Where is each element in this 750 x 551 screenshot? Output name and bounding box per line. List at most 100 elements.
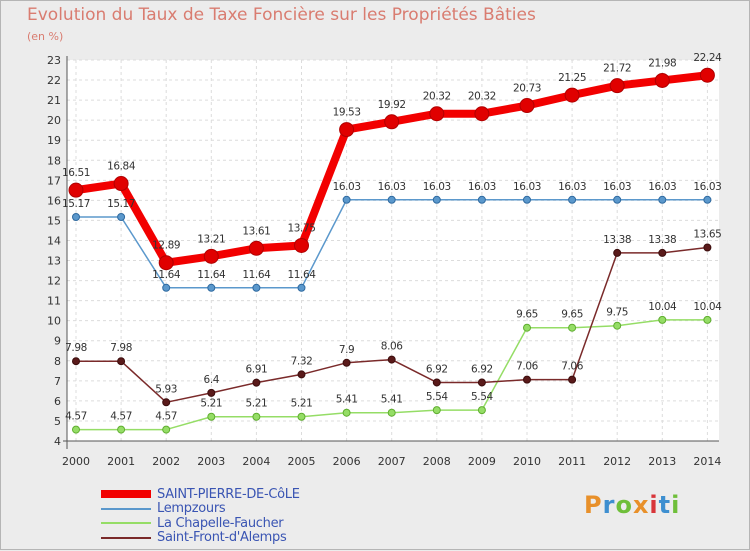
data-point bbox=[68, 182, 84, 198]
data-point bbox=[523, 195, 531, 204]
data-label: 16.03 bbox=[513, 181, 541, 193]
chart-title: Evolution du Taux de Taxe Foncière sur l… bbox=[27, 5, 536, 25]
data-point bbox=[113, 176, 129, 192]
logo-letter: i bbox=[671, 491, 681, 519]
data-label: 6.91 bbox=[246, 364, 268, 376]
data-point bbox=[654, 72, 670, 88]
data-point bbox=[117, 425, 126, 434]
data-point bbox=[519, 98, 535, 114]
data-point bbox=[294, 237, 309, 253]
y-tick-label: 7 bbox=[54, 375, 61, 388]
y-tick-label: 17 bbox=[47, 174, 61, 187]
y-tick-label: 6 bbox=[54, 395, 61, 408]
legend-swatch-3 bbox=[101, 536, 151, 539]
data-label: 21.25 bbox=[558, 72, 586, 84]
data-point bbox=[342, 358, 351, 367]
data-label: 11.64 bbox=[242, 269, 271, 281]
data-label: 5.41 bbox=[336, 394, 358, 406]
data-label: 13.75 bbox=[287, 222, 315, 234]
y-tick-label: 11 bbox=[47, 295, 61, 308]
data-point bbox=[387, 355, 396, 364]
x-tick-label: 2008 bbox=[423, 455, 451, 468]
y-axis-unit: (en %) bbox=[27, 30, 64, 43]
data-label: 16.03 bbox=[603, 181, 631, 193]
data-point bbox=[297, 370, 306, 379]
data-point bbox=[523, 323, 531, 332]
data-point bbox=[72, 357, 80, 366]
x-tick-label: 2007 bbox=[378, 455, 406, 468]
data-label: 13.61 bbox=[242, 225, 270, 237]
data-label: 16.03 bbox=[558, 181, 586, 193]
y-tick-label: 19 bbox=[47, 134, 61, 147]
data-point bbox=[568, 195, 577, 204]
data-point bbox=[564, 87, 580, 103]
data-point bbox=[387, 408, 396, 417]
data-label: 20.73 bbox=[513, 83, 541, 95]
y-tick-label: 10 bbox=[47, 315, 61, 328]
data-label: 13.38 bbox=[648, 234, 676, 246]
x-tick-label: 2004 bbox=[242, 455, 270, 468]
data-label: 16.03 bbox=[468, 181, 496, 193]
y-tick-label: 22 bbox=[47, 74, 61, 87]
data-point bbox=[477, 378, 486, 387]
logo-letter: o bbox=[615, 491, 633, 519]
x-tick-label: 2014 bbox=[693, 455, 721, 468]
data-point bbox=[568, 375, 577, 384]
y-tick-label: 4 bbox=[54, 435, 61, 448]
x-tick-label: 2005 bbox=[288, 455, 316, 468]
data-label: 13.21 bbox=[197, 233, 225, 245]
data-label: 19.53 bbox=[333, 107, 361, 119]
data-point bbox=[117, 357, 126, 366]
legend: SAINT-PIERRE-DE-CôLE Lempzours La Chapel… bbox=[101, 487, 300, 545]
data-label: 7.06 bbox=[516, 361, 538, 373]
data-label: 10.04 bbox=[693, 301, 722, 313]
logo-letter: t bbox=[658, 491, 672, 519]
data-point bbox=[72, 213, 80, 222]
legend-item: Saint-Front-d'Alemps bbox=[101, 530, 300, 546]
data-label: 7.98 bbox=[65, 342, 87, 354]
data-point bbox=[703, 243, 712, 252]
y-tick-label: 23 bbox=[47, 54, 61, 67]
data-point bbox=[658, 248, 667, 257]
data-label: 11.64 bbox=[197, 269, 226, 281]
x-tick-label: 2012 bbox=[603, 455, 631, 468]
x-tick-label: 2009 bbox=[468, 455, 496, 468]
data-point bbox=[384, 114, 400, 130]
data-label: 16.03 bbox=[648, 181, 676, 193]
legend-label: Lempzours bbox=[157, 501, 226, 517]
logo-letter: P bbox=[584, 491, 603, 519]
data-point bbox=[339, 122, 355, 138]
data-point bbox=[429, 106, 445, 122]
data-label: 15.17 bbox=[107, 198, 135, 210]
data-point bbox=[703, 315, 712, 324]
y-tick-label: 12 bbox=[47, 275, 61, 288]
data-point bbox=[162, 398, 171, 407]
data-point bbox=[252, 378, 261, 387]
x-tick-label: 2006 bbox=[333, 455, 361, 468]
data-label: 11.64 bbox=[287, 269, 316, 281]
data-point bbox=[703, 195, 712, 204]
legend-label: Saint-Front-d'Alemps bbox=[157, 530, 287, 546]
data-point bbox=[658, 195, 667, 204]
data-label: 5.21 bbox=[200, 398, 222, 410]
x-tick-label: 2003 bbox=[197, 455, 225, 468]
data-label: 9.65 bbox=[516, 309, 538, 321]
y-tick-label: 15 bbox=[47, 214, 61, 227]
data-label: 7.9 bbox=[339, 344, 355, 356]
data-label: 16.03 bbox=[378, 181, 406, 193]
data-label: 19.92 bbox=[378, 99, 406, 111]
data-label: 9.75 bbox=[606, 307, 628, 319]
data-label: 16.03 bbox=[693, 181, 721, 193]
data-point bbox=[658, 315, 667, 324]
data-point bbox=[162, 425, 171, 434]
data-point bbox=[342, 195, 351, 204]
y-tick-label: 18 bbox=[47, 154, 61, 167]
data-label: 4.57 bbox=[110, 411, 132, 423]
data-point bbox=[207, 388, 216, 397]
data-label: 16.51 bbox=[62, 167, 90, 179]
legend-label: SAINT-PIERRE-DE-CôLE bbox=[157, 486, 300, 502]
data-label: 13.38 bbox=[603, 234, 631, 246]
data-point bbox=[477, 406, 486, 415]
